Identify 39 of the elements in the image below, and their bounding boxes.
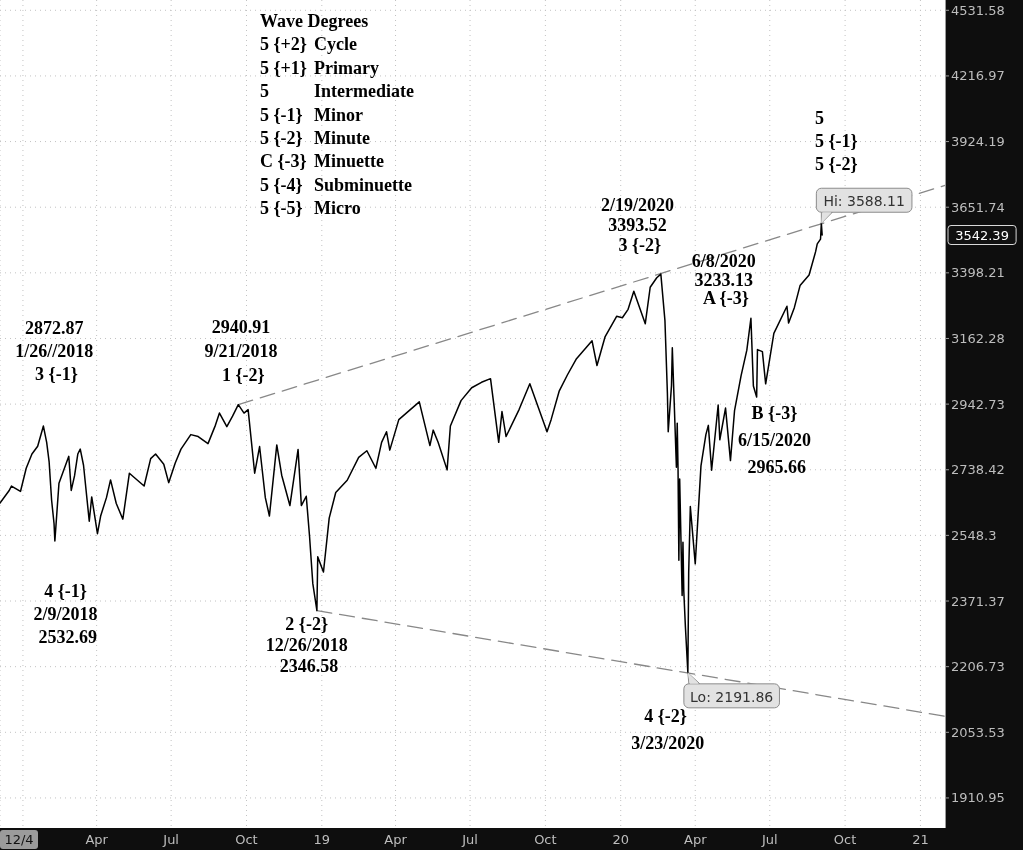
- y-tick-label: 2548.3: [951, 527, 997, 543]
- annotation: 5 5 {-1} 5 {-2}: [815, 108, 863, 174]
- annotation: Hi: 3588.11: [823, 193, 905, 210]
- y-tick-label: 4216.97: [951, 68, 1005, 84]
- x-tick-label: 20: [612, 832, 629, 847]
- y-tick-label: 2206.73: [951, 659, 1005, 675]
- y-tick-label: 2371.37: [951, 593, 1005, 609]
- x-tick-label: Apr: [384, 832, 408, 847]
- annotation: 6/8/2020 3233.13 A {-3}: [691, 251, 761, 309]
- x-tick-label: Oct: [833, 832, 857, 847]
- annotation: 2940.91 9/21/2018 1 {-2}: [204, 316, 283, 385]
- y-tick-label: 2942.73: [951, 396, 1005, 412]
- y-tick-label: 2053.53: [951, 724, 1005, 740]
- annotation: B {-3} 6/15/2020 2965.66: [737, 403, 816, 478]
- annotation: 4 {-2} 3/23/2020: [631, 705, 705, 753]
- x-tick-label: Oct: [235, 832, 258, 847]
- x-tick-label: 19: [313, 832, 331, 847]
- annotation: 2872.87 1/26//2018 3 {-1}: [15, 318, 98, 385]
- y-tick-label: 3398.21: [951, 265, 1005, 281]
- text: 3542.39: [955, 227, 1009, 243]
- x-tick-label: Oct: [534, 832, 557, 847]
- y-tick-label: 2738.42: [951, 462, 1005, 478]
- text: Wave Degrees 5 {+2} Cycle 5 {+1} Primary 5 Intermediate 5 {-1} Minor 5 {-2} Minute C {-3} Minuette 5 {-4} Subminuette 5 {-5} Micro: [260, 11, 414, 219]
- annotation: 4 {-1} 2/9/2018 2532.69: [33, 580, 103, 647]
- y-tick-label: 3924.19: [951, 134, 1005, 150]
- annotation: 2 {-2} 12/26/2018 2346.58: [265, 613, 353, 676]
- y-tick-label: 1910.95: [951, 790, 1005, 806]
- x-tick-label: 21: [912, 832, 929, 847]
- x-tick-label: 12/4: [4, 832, 34, 847]
- y-tick-label: 3651.74: [951, 199, 1005, 215]
- x-tick-label: Apr: [683, 832, 708, 847]
- annotation: Lo: 2191.86: [690, 688, 774, 705]
- x-tick-label: Apr: [85, 832, 109, 847]
- x-tick-label: Jul: [461, 832, 478, 847]
- x-tick-label: Jul: [162, 832, 179, 847]
- annotation: 2/19/2020 3393.52 3 {-2}: [601, 195, 679, 256]
- y-tick-label: 3162.28: [951, 330, 1005, 346]
- x-tick-label: Jul: [760, 832, 778, 847]
- y-tick-label: 4531.58: [951, 2, 1005, 18]
